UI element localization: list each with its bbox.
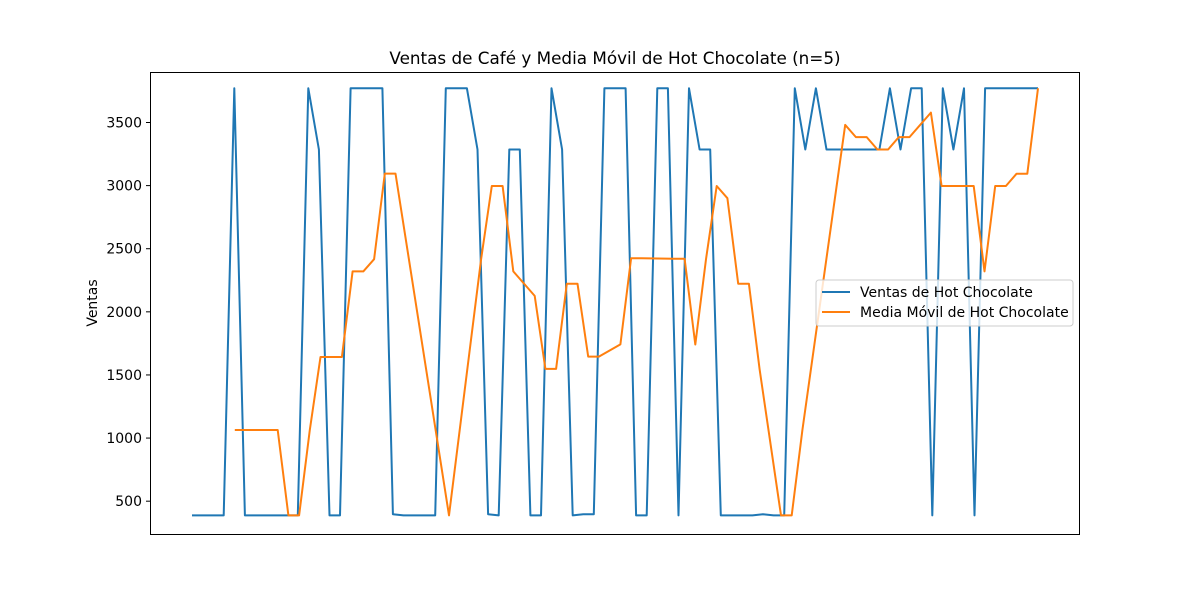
series-line-1 (192, 87, 1038, 517)
legend-label-series-2: Media Móvil de Hot Chocolate (860, 305, 1069, 321)
y-tick-label: 3500 (106, 115, 142, 131)
y-tick-label: 1000 (106, 431, 142, 447)
legend: Ventas de Hot Chocolate Media Móvil de H… (815, 279, 1074, 327)
legend-frame (815, 279, 1074, 327)
legend-label-series-1: Ventas de Hot Chocolate (860, 285, 1033, 301)
y-tick-label: 500 (115, 494, 142, 510)
y-axis-label: Ventas (85, 279, 101, 326)
y-tick-label: 2000 (106, 305, 142, 321)
series-line-2 (234, 88, 1039, 517)
chart-title: Ventas de Café y Media Móvil de Hot Choc… (389, 48, 840, 68)
y-tick-label: 3000 (106, 179, 142, 195)
y-tick-label: 1500 (106, 368, 142, 384)
y-tick-label: 2500 (106, 242, 142, 258)
plot-frame (150, 72, 1080, 535)
